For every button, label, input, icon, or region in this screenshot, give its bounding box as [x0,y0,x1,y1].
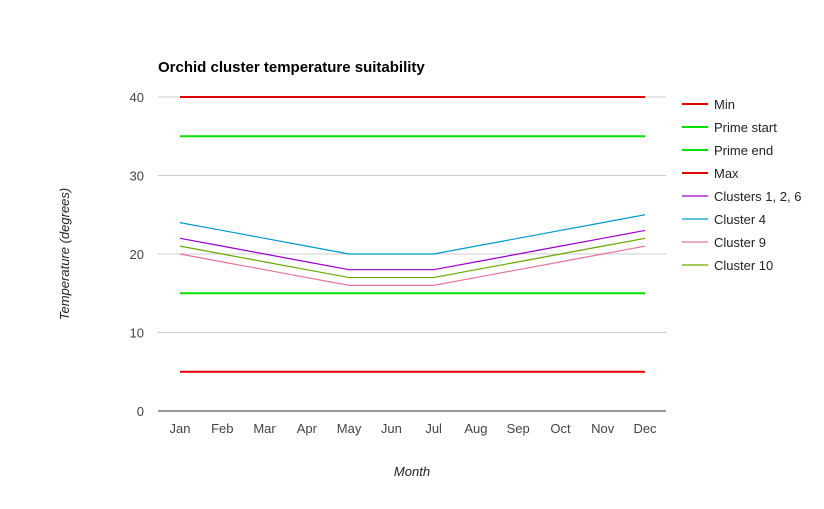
legend-label: Clusters 1, 2, 6 [714,189,801,204]
y-axis-ticks: 0 10 20 30 40 [130,90,144,419]
series-line-cluster-4 [179,214,646,255]
x-tick-label: Aug [464,421,487,436]
x-axis-ticks: Jan Feb Mar Apr May Jun Jul Aug Sep Oct Nov Dec [170,421,658,436]
legend-label: Cluster 10 [714,258,773,273]
x-tick-label: May [337,421,362,436]
legend-label: Min [714,97,735,112]
y-axis-title: Temperature (degrees) [57,188,72,320]
legend-label: Max [714,166,739,181]
y-tick-label: 10 [130,326,144,341]
x-tick-label: Dec [633,421,657,436]
y-tick-label: 0 [137,404,144,419]
x-tick-label: Apr [297,421,318,436]
x-axis-title: Month [394,464,430,479]
legend-label: Prime start [714,120,777,135]
x-tick-label: Jun [381,421,402,436]
gridlines [158,96,666,333]
y-tick-label: 30 [130,169,144,184]
x-tick-label: Oct [550,421,571,436]
x-tick-label: Mar [253,421,276,436]
x-tick-label: Sep [507,421,530,436]
x-tick-label: Jan [170,421,191,436]
series-line-cluster-10 [179,237,646,279]
legend: Min Prime start Prime end Max Clusters 1, 2,… [682,97,801,273]
series-line-cluster-9 [179,245,646,286]
legend-label: Cluster 9 [714,235,766,250]
x-tick-label: Jul [425,421,442,436]
series-lines [179,96,646,373]
x-tick-label: Feb [211,421,233,436]
legend-label: Prime end [714,143,773,158]
y-tick-label: 40 [130,90,144,105]
chart-title: Orchid cluster temperature suitability [158,59,425,76]
series-line-clusters-1-2-6 [179,229,646,271]
legend-label: Cluster 4 [714,212,766,227]
x-tick-label: Nov [591,421,615,436]
y-tick-label: 20 [130,247,144,262]
